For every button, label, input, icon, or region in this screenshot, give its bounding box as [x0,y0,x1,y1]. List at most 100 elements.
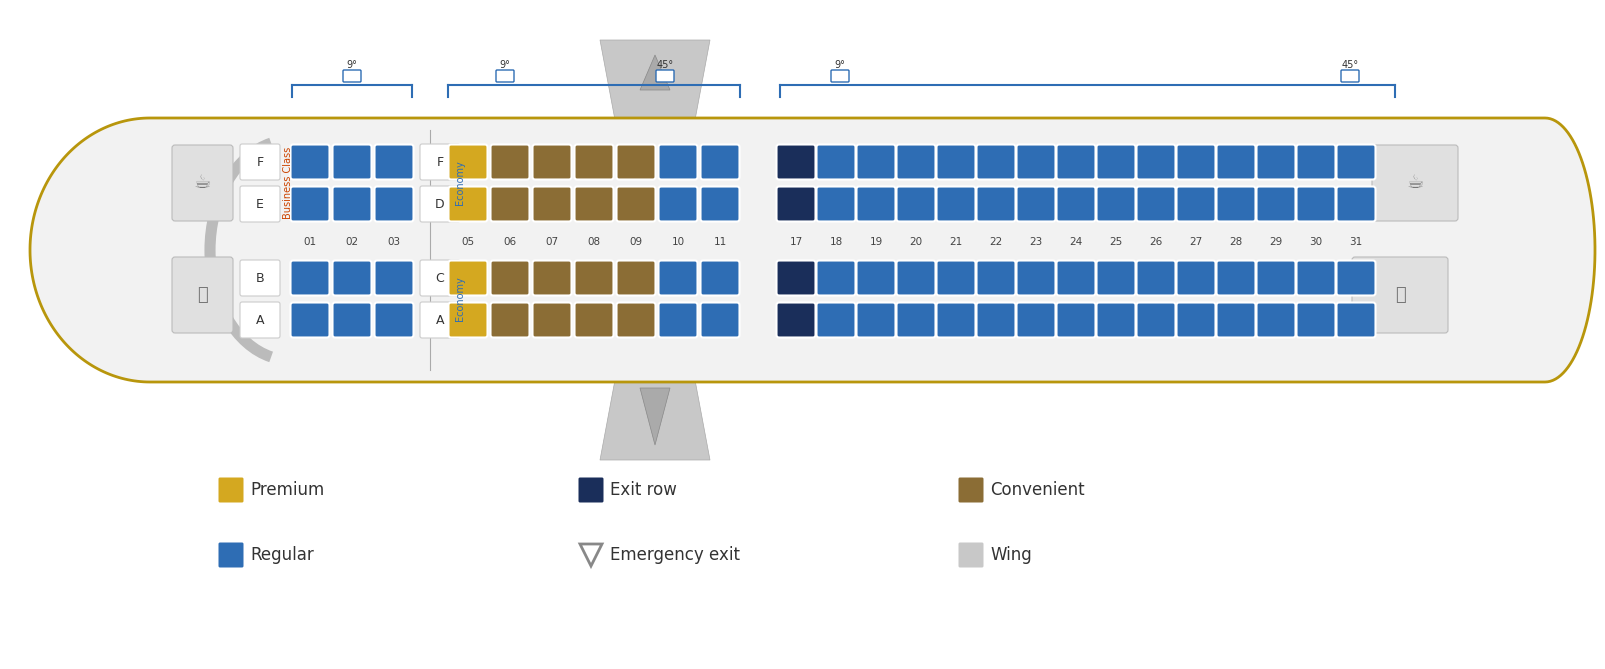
FancyBboxPatch shape [936,302,976,337]
FancyBboxPatch shape [1136,145,1175,179]
FancyBboxPatch shape [857,302,896,337]
FancyBboxPatch shape [421,260,461,296]
FancyBboxPatch shape [976,260,1016,296]
Text: Convenient: Convenient [990,481,1085,499]
FancyBboxPatch shape [1217,145,1255,179]
FancyBboxPatch shape [1337,145,1375,179]
FancyBboxPatch shape [1257,187,1295,221]
FancyBboxPatch shape [1016,145,1056,179]
Text: 25: 25 [1109,237,1122,247]
FancyBboxPatch shape [1257,260,1295,296]
FancyBboxPatch shape [491,260,530,296]
FancyBboxPatch shape [575,302,613,337]
FancyBboxPatch shape [496,70,514,82]
FancyBboxPatch shape [1297,302,1335,337]
FancyBboxPatch shape [575,187,613,221]
FancyBboxPatch shape [817,187,855,221]
FancyBboxPatch shape [343,70,361,82]
FancyBboxPatch shape [777,145,815,179]
FancyBboxPatch shape [700,187,740,221]
Text: 9°: 9° [347,60,358,70]
FancyBboxPatch shape [936,187,976,221]
Text: Regular: Regular [250,546,313,564]
FancyBboxPatch shape [491,187,530,221]
Text: 11: 11 [713,237,727,247]
Text: 10: 10 [671,237,685,247]
FancyBboxPatch shape [533,302,571,337]
Text: 07: 07 [546,237,559,247]
Text: A: A [255,314,265,326]
FancyBboxPatch shape [575,260,613,296]
Text: C: C [435,272,445,284]
Polygon shape [579,544,602,566]
Text: 03: 03 [387,237,401,247]
FancyBboxPatch shape [897,187,936,221]
FancyBboxPatch shape [958,478,984,502]
Text: ⚹: ⚹ [1395,286,1406,304]
FancyBboxPatch shape [1016,302,1056,337]
FancyBboxPatch shape [1297,260,1335,296]
Text: 30: 30 [1310,237,1323,247]
FancyBboxPatch shape [241,260,279,296]
FancyBboxPatch shape [448,145,488,179]
FancyBboxPatch shape [616,187,655,221]
FancyBboxPatch shape [817,260,855,296]
FancyBboxPatch shape [533,145,571,179]
Text: ☕: ☕ [1406,173,1424,193]
FancyBboxPatch shape [857,260,896,296]
Text: Premium: Premium [250,481,324,499]
FancyBboxPatch shape [448,302,488,337]
FancyBboxPatch shape [958,543,984,567]
FancyBboxPatch shape [332,302,371,337]
Polygon shape [600,380,709,460]
FancyBboxPatch shape [1056,187,1096,221]
Text: A: A [435,314,445,326]
FancyBboxPatch shape [374,145,414,179]
FancyBboxPatch shape [777,260,815,296]
FancyBboxPatch shape [936,260,976,296]
FancyBboxPatch shape [421,186,461,222]
Text: 29: 29 [1270,237,1282,247]
Text: F: F [257,155,263,169]
FancyBboxPatch shape [1096,187,1135,221]
Text: Business Class: Business Class [282,147,294,219]
Text: Economy: Economy [454,161,465,205]
FancyBboxPatch shape [421,144,461,180]
FancyBboxPatch shape [616,145,655,179]
FancyBboxPatch shape [1176,302,1215,337]
Text: Emergency exit: Emergency exit [610,546,740,564]
FancyBboxPatch shape [1297,145,1335,179]
Text: 22: 22 [989,237,1003,247]
FancyBboxPatch shape [897,260,936,296]
FancyBboxPatch shape [374,302,414,337]
FancyBboxPatch shape [1297,187,1335,221]
FancyBboxPatch shape [491,302,530,337]
FancyBboxPatch shape [1016,187,1056,221]
FancyBboxPatch shape [1257,145,1295,179]
FancyBboxPatch shape [533,260,571,296]
FancyBboxPatch shape [1136,302,1175,337]
Text: 45°: 45° [1342,60,1358,70]
FancyBboxPatch shape [291,260,329,296]
FancyBboxPatch shape [448,260,488,296]
FancyBboxPatch shape [241,302,279,338]
Text: 31: 31 [1350,237,1363,247]
Polygon shape [640,55,669,90]
Text: 09: 09 [629,237,642,247]
FancyBboxPatch shape [1337,302,1375,337]
Text: 9°: 9° [835,60,846,70]
FancyBboxPatch shape [332,260,371,296]
FancyBboxPatch shape [897,302,936,337]
FancyBboxPatch shape [1096,145,1135,179]
Text: D: D [435,197,445,211]
Text: ☕: ☕ [194,173,212,193]
FancyBboxPatch shape [1217,260,1255,296]
FancyBboxPatch shape [448,187,488,221]
FancyBboxPatch shape [1217,187,1255,221]
Polygon shape [640,388,669,445]
FancyBboxPatch shape [578,478,603,502]
Text: 06: 06 [504,237,517,247]
FancyBboxPatch shape [656,70,674,82]
FancyBboxPatch shape [421,302,461,338]
FancyBboxPatch shape [1337,187,1375,221]
